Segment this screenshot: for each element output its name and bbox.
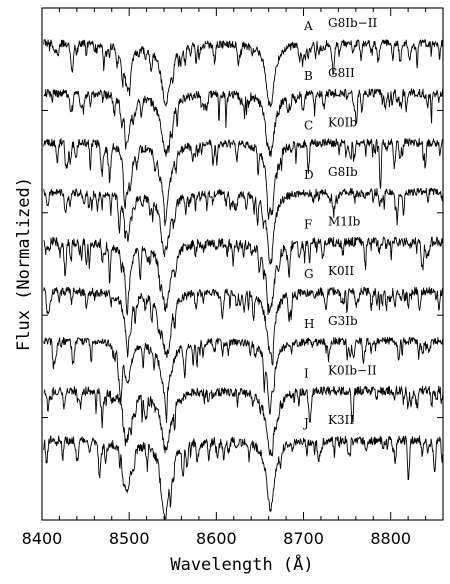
x-tick-labels: 8400 8500 8600 8700 8800 [22, 529, 411, 548]
axis-ticks [41, 8, 443, 520]
spectral-type-label: K0Ib [328, 115, 357, 129]
x-tick-label: 8500 [109, 529, 150, 548]
spectra-group [43, 39, 444, 520]
spectral-type-label: M1Ib [328, 215, 361, 229]
star-labels: A G8Ib−II B G8II C K0Ib D G8Ib F M1Ib G K0II H G3Ib I K… [302, 16, 377, 430]
spectrum-line [43, 236, 444, 316]
x-tick-label: 8600 [196, 529, 237, 548]
spectrum-line [43, 435, 444, 520]
x-tick-label: 8400 [22, 529, 63, 548]
spectrum-line [43, 336, 444, 424]
spectrum-line [43, 385, 444, 457]
spectrum-line [43, 39, 444, 108]
spectral-type-label: G8Ib−II [328, 16, 377, 30]
star-letter-label: G [304, 267, 314, 281]
spectral-type-label: G8II [328, 66, 355, 80]
star-letter-label: I [304, 366, 309, 380]
x-axis-label: Wavelength (Å) [170, 553, 313, 575]
star-letter-label: J [302, 416, 309, 430]
spectrum-line [43, 286, 444, 366]
plot-frame [41, 7, 444, 521]
spectral-type-label: K3II [328, 413, 354, 427]
star-letter-label: F [304, 218, 312, 232]
spectrum-line [43, 187, 444, 265]
spectrum-line [43, 88, 444, 158]
spectral-type-label: K0II [328, 264, 354, 278]
spectral-type-label: G8Ib [328, 165, 358, 179]
spectral-type-label: G3Ib [328, 314, 358, 328]
star-letter-label: A [303, 19, 313, 33]
star-letter-label: C [304, 118, 313, 132]
spectral-type-label: K0Ib−II [328, 363, 377, 377]
x-tick-label: 8700 [283, 529, 324, 548]
star-letter-label: H [304, 317, 314, 331]
spectrum-line [43, 137, 444, 227]
x-tick-label: 8800 [370, 529, 411, 548]
star-letter-label: B [304, 69, 313, 83]
y-axis-label: Flux (Normalized) [14, 177, 34, 351]
star-letter-label: D [304, 168, 314, 182]
